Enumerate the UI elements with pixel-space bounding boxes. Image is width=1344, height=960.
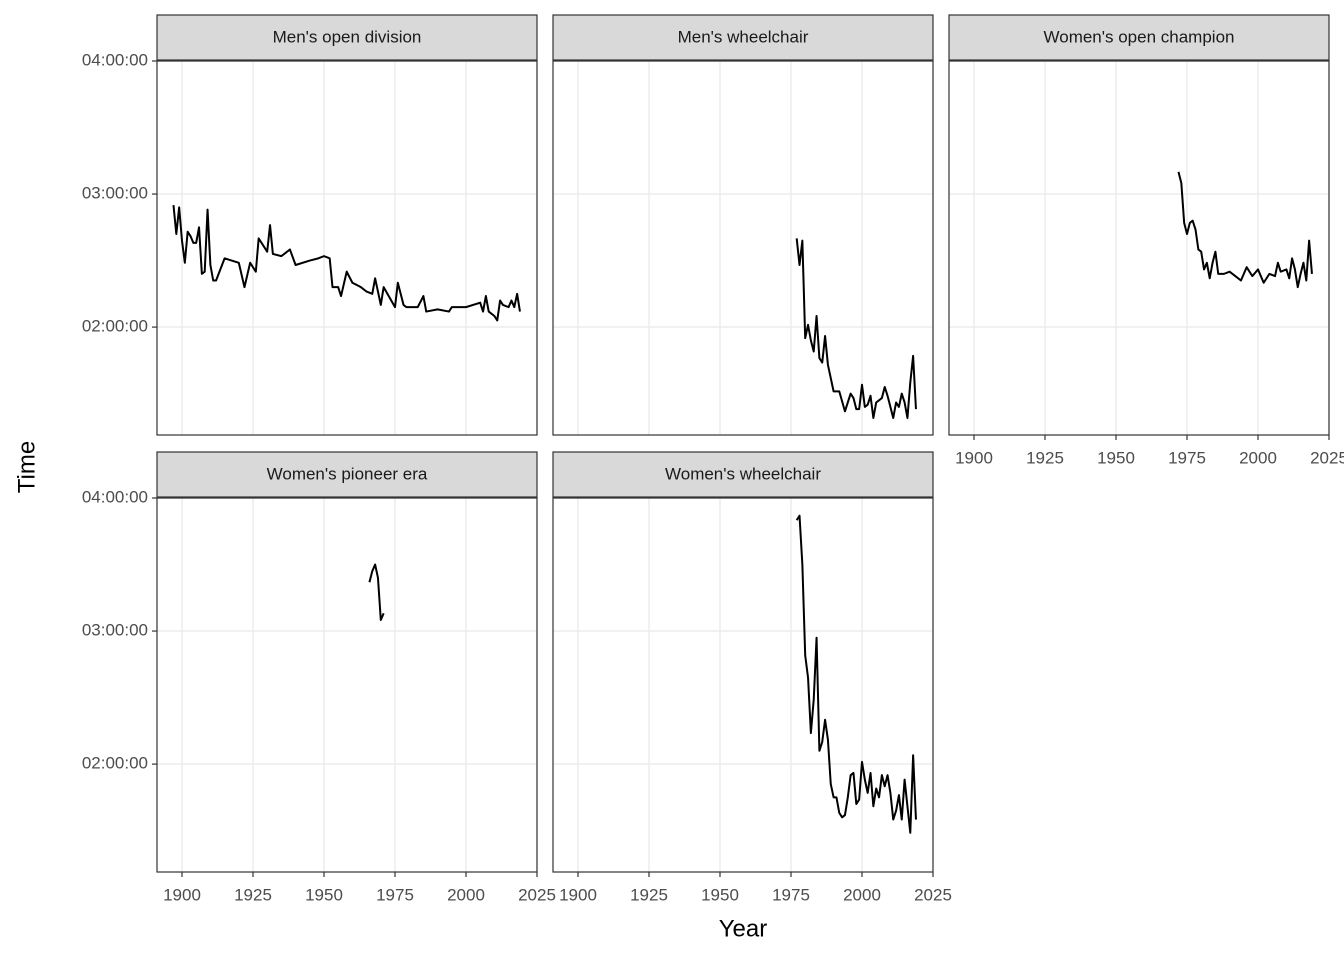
panel-border [156, 60, 538, 436]
strip [552, 451, 934, 498]
y-axis-title: Time [13, 441, 40, 493]
y-tick-label: 04:00:00 [82, 487, 148, 506]
panel-background [157, 498, 537, 872]
strip [156, 451, 538, 498]
strip-label: Women's pioneer era [267, 464, 428, 483]
strip-label: Women's wheelchair [665, 464, 821, 483]
panel-background [157, 61, 537, 435]
panel-background [949, 61, 1329, 435]
x-tick-label: 2000 [843, 885, 881, 904]
x-tick-label: 2025 [1310, 448, 1344, 467]
x-tick-label: 1925 [234, 885, 272, 904]
x-tick-label: 2000 [1239, 448, 1277, 467]
x-tick-label: 1950 [1097, 448, 1135, 467]
line [795, 514, 917, 834]
y-tick-label: 03:00:00 [82, 621, 148, 640]
line [1177, 171, 1313, 289]
x-tick-label: 2025 [914, 885, 952, 904]
panel-border [552, 497, 934, 873]
line [795, 238, 917, 419]
x-axis-title: Year [719, 915, 768, 942]
x-tick-label: 2000 [447, 885, 485, 904]
strip-label: Men's open division [273, 27, 422, 46]
y-tick-label: 03:00:00 [82, 184, 148, 203]
x-tick-label: 1975 [1168, 448, 1206, 467]
panel-border [552, 60, 934, 436]
x-tick-label: 1950 [305, 885, 343, 904]
line [172, 205, 521, 322]
y-tick-label: 02:00:00 [82, 317, 148, 336]
panel-border [156, 497, 538, 873]
strip-label: Men's wheelchair [678, 27, 809, 46]
x-tick-label: 1975 [772, 885, 810, 904]
panel-background [553, 61, 933, 435]
line [368, 563, 385, 621]
strip-label: Women's open champion [1044, 27, 1235, 46]
x-tick-label: 1900 [955, 448, 993, 467]
x-tick-label: 2025 [518, 885, 556, 904]
strip [948, 14, 1330, 61]
x-tick-label: 1975 [376, 885, 414, 904]
strip [156, 14, 538, 61]
panel-background [553, 498, 933, 872]
panel-border [948, 60, 1330, 436]
x-tick-label: 1925 [630, 885, 668, 904]
strip [552, 14, 934, 61]
x-tick-label: 1900 [163, 885, 201, 904]
x-tick-label: 1925 [1026, 448, 1064, 467]
y-tick-label: 04:00:00 [82, 50, 148, 69]
x-tick-label: 1950 [701, 885, 739, 904]
x-tick-label: 1900 [559, 885, 597, 904]
y-tick-label: 02:00:00 [82, 754, 148, 773]
